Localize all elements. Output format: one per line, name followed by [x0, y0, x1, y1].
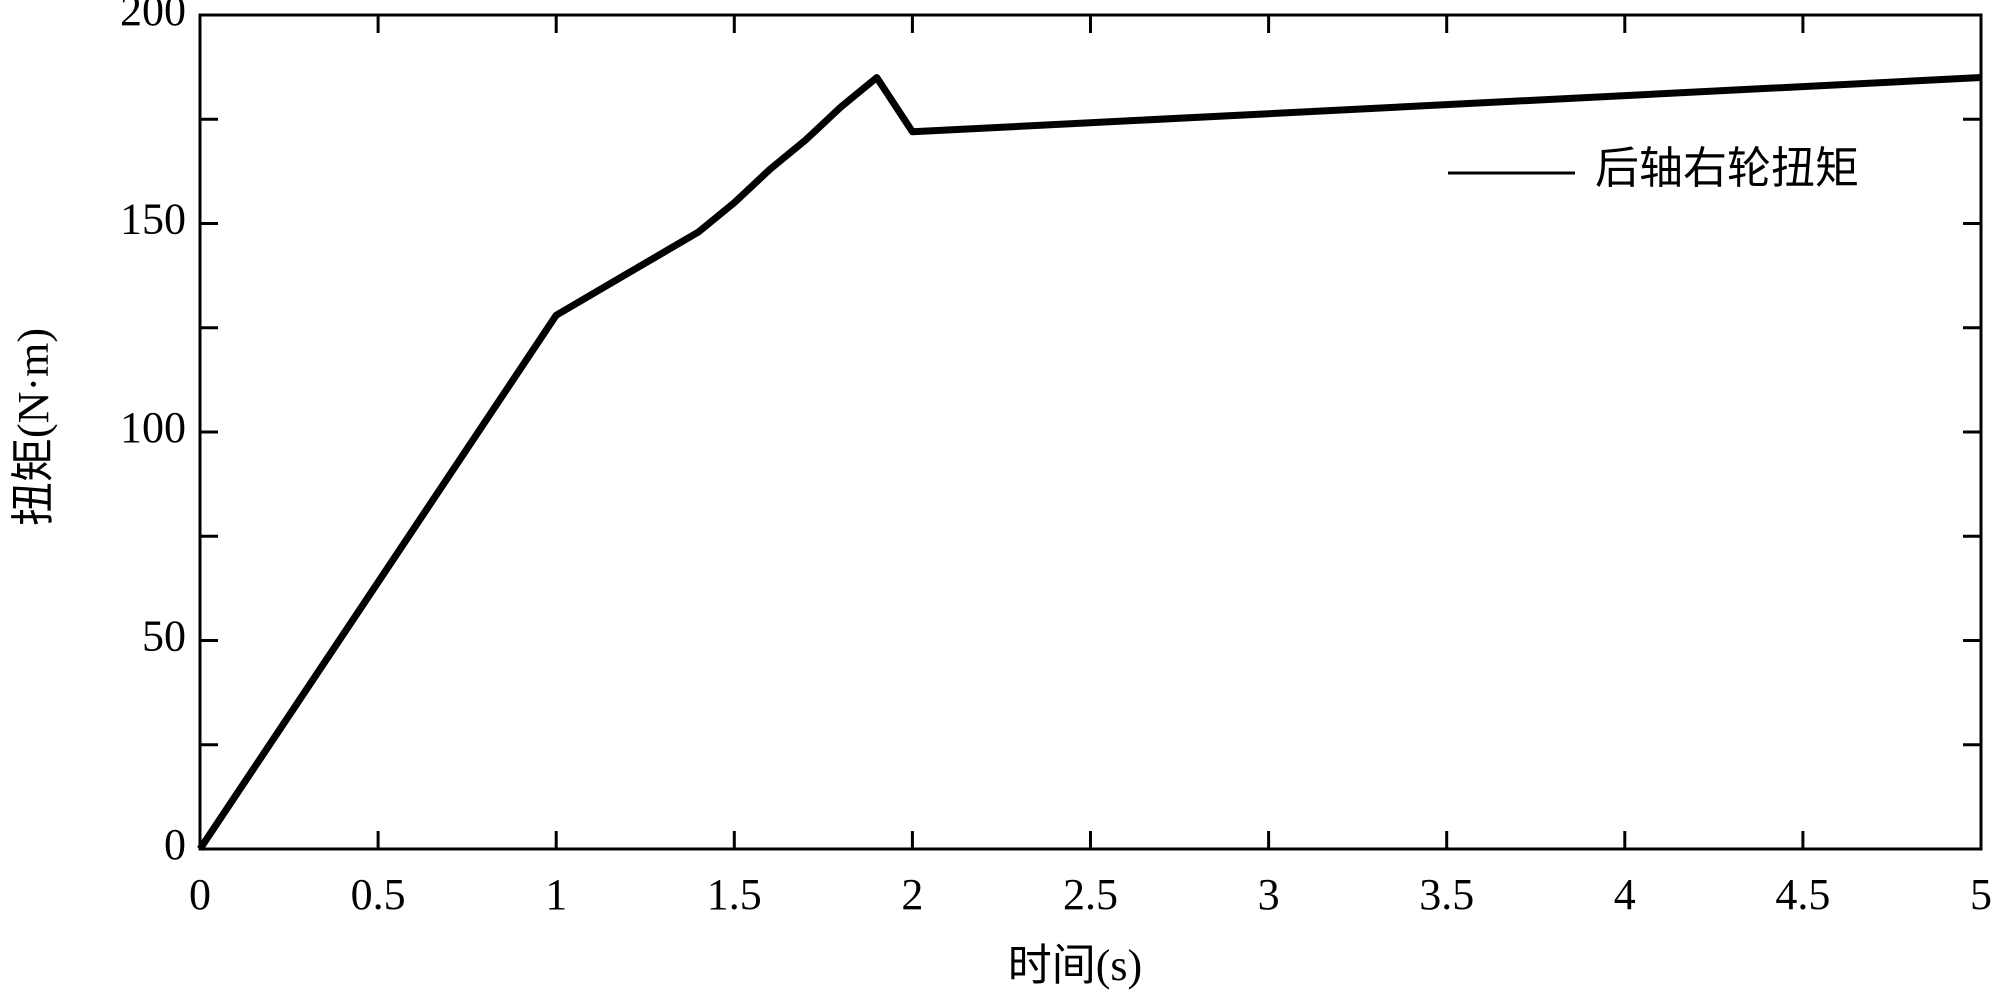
- data-line: [197, 74, 1982, 851]
- x-tick-label: 3.5: [1419, 870, 1474, 919]
- x-tick-label: 2: [901, 870, 923, 919]
- y-axis-label: 扭矩(N·m): [9, 328, 58, 526]
- x-tick-label: 0.5: [351, 870, 406, 919]
- legend-label: 后轴右轮扭矩: [1595, 144, 1859, 193]
- x-axis-label: 时间(s): [1008, 941, 1142, 990]
- y-tick-label: 100: [120, 403, 186, 452]
- plot-frame: [198, 13, 1983, 851]
- x-tick-label: 0: [189, 870, 211, 919]
- y-tick-label: 50: [142, 612, 186, 661]
- x-tick-label: 2.5: [1063, 870, 1118, 919]
- y-tick-label: 0: [164, 820, 186, 869]
- y-tick-label: 200: [120, 0, 186, 35]
- x-tick-label: 1.5: [707, 870, 762, 919]
- x-tick-label: 4: [1614, 870, 1636, 919]
- x-tick-label: 4.5: [1775, 870, 1830, 919]
- x-tick-label: 1: [545, 870, 567, 919]
- x-tick-label: 3: [1258, 870, 1280, 919]
- x-tick-label: 5: [1970, 870, 1992, 919]
- y-tick-label: 150: [120, 195, 186, 244]
